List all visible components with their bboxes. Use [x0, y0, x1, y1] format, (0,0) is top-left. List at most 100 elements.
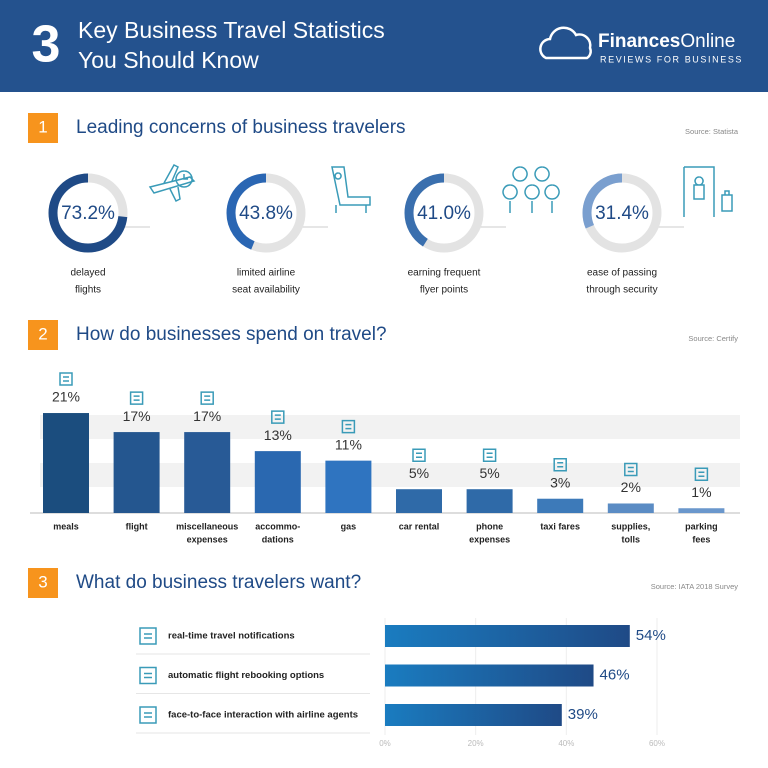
- section-title: How do businesses spend on travel?: [76, 324, 387, 345]
- icon: [624, 462, 638, 477]
- bar: [466, 489, 513, 513]
- category-label: car rental: [399, 521, 440, 531]
- category-label: fees: [692, 534, 710, 544]
- donut-arc: [48, 173, 128, 253]
- icon: [341, 419, 356, 434]
- section-number: 1: [38, 117, 47, 136]
- section-badge: [28, 113, 58, 143]
- donut-arc: [226, 173, 306, 253]
- value-label: 21%: [52, 389, 80, 405]
- icon: [139, 666, 157, 685]
- section-number: 2: [38, 324, 47, 343]
- category-label: flyer points: [420, 285, 468, 296]
- category-label: earning frequent: [408, 268, 481, 279]
- bar: [113, 432, 160, 513]
- category-label: real-time travel notifications: [168, 631, 295, 642]
- x-tick-label: 0%: [379, 739, 391, 748]
- bar: [607, 503, 654, 513]
- value-label: 17%: [193, 408, 221, 424]
- category-label: automatic flight rebooking options: [168, 670, 324, 681]
- bar: [43, 413, 89, 513]
- value-label: 17%: [123, 408, 151, 424]
- icon: [129, 391, 144, 405]
- x-tick-label: 40%: [558, 739, 574, 748]
- icon: [502, 166, 560, 213]
- section-number: 3: [38, 572, 47, 591]
- source: Source: Statista: [685, 127, 739, 136]
- category-label: meals: [53, 521, 79, 531]
- icon: [331, 166, 371, 213]
- section-title: Leading concerns of business travelers: [76, 117, 406, 138]
- icon: [148, 164, 196, 203]
- category-label: expenses: [187, 534, 228, 544]
- value-label: 43.8%: [239, 203, 293, 224]
- icon: [59, 372, 73, 386]
- bar: [254, 451, 301, 513]
- category-label: flight: [126, 521, 148, 531]
- value-label: 1%: [691, 484, 711, 500]
- value-label: 13%: [264, 427, 292, 443]
- category-label: expenses: [469, 534, 510, 544]
- bar: [385, 664, 594, 687]
- brand-light: Online: [680, 31, 735, 52]
- value-label: 31.4%: [595, 203, 649, 224]
- category-label: ease of passing: [587, 268, 657, 279]
- category-label: dations: [262, 534, 294, 544]
- category-label: limited airline: [237, 268, 296, 279]
- header-band: [0, 0, 768, 92]
- bar: [396, 489, 442, 513]
- value-label: 41.0%: [417, 203, 471, 224]
- x-tick-label: 60%: [649, 739, 665, 748]
- category-label: delayed: [70, 268, 105, 279]
- category-label: miscellaneous: [176, 521, 238, 531]
- category-label: supplies,: [611, 521, 650, 531]
- icon: [412, 448, 426, 462]
- category-label: flights: [75, 285, 101, 296]
- donut-arc: [582, 173, 662, 253]
- category-label: phone: [476, 521, 503, 531]
- icon: [139, 706, 157, 724]
- brand-bold: Finances: [598, 31, 680, 52]
- value-label: 46%: [600, 666, 630, 683]
- icon: [200, 391, 214, 405]
- section-badge: [28, 320, 58, 350]
- value-label: 5%: [479, 465, 499, 481]
- icon: [553, 457, 567, 472]
- value-label: 2%: [621, 479, 641, 495]
- bar: [385, 704, 562, 726]
- brand-tagline: REVIEWS FOR BUSINESS: [600, 54, 743, 64]
- brand-logo: [539, 26, 592, 60]
- source: Source: IATA 2018 Survey: [651, 582, 739, 591]
- category-label: face-to-face interaction with airline ag…: [168, 710, 358, 721]
- category-label: tolls: [622, 534, 641, 544]
- source: Source: Certify: [688, 334, 738, 343]
- value-label: 5%: [409, 465, 429, 481]
- donut-arc: [404, 173, 484, 253]
- icon: [139, 627, 157, 645]
- value-label: 73.2%: [61, 203, 115, 224]
- category-label: accommo-: [255, 521, 300, 531]
- value-label: 54%: [636, 627, 666, 644]
- category-label: through security: [586, 285, 657, 296]
- header-title: You Should Know: [78, 47, 259, 73]
- icon: [482, 448, 497, 462]
- category-label: taxi fares: [540, 521, 580, 531]
- value-label: 11%: [335, 436, 362, 452]
- category-label: gas: [341, 521, 357, 531]
- bar: [678, 508, 725, 513]
- value-label: 39%: [568, 706, 598, 723]
- icon: [694, 467, 709, 481]
- bar: [184, 432, 231, 513]
- category-label: parking: [685, 521, 718, 531]
- bar: [325, 460, 372, 513]
- section-title: What do business travelers want?: [76, 572, 361, 593]
- section-badge: [28, 568, 58, 598]
- bar: [385, 625, 630, 647]
- header-title: Key Business Travel Statistics: [78, 17, 385, 43]
- value-label: 3%: [550, 474, 570, 490]
- icon: [271, 410, 285, 424]
- brand-name: FinancesOnline: [598, 31, 735, 52]
- category-label: seat availability: [232, 285, 300, 296]
- x-tick-label: 20%: [468, 739, 484, 748]
